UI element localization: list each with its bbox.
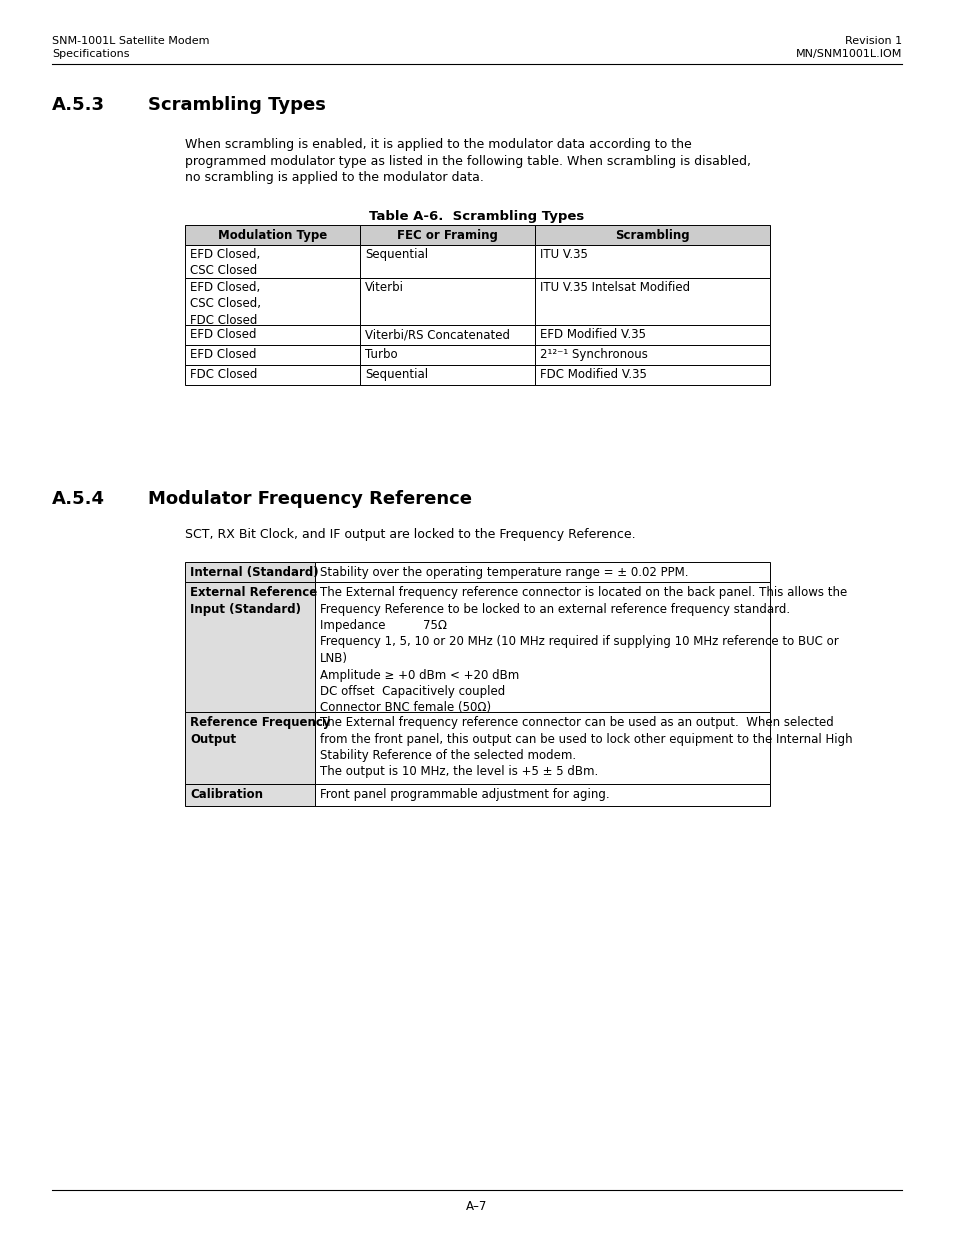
Text: External Reference
Input (Standard): External Reference Input (Standard) [190, 585, 317, 615]
Text: Viterbi/RS Concatenated: Viterbi/RS Concatenated [365, 329, 510, 341]
Text: Reference Frequency
Output: Reference Frequency Output [190, 716, 330, 746]
Bar [535, 225, 769, 245]
Bar [359, 245, 535, 278]
Text: The External frequency reference connector can be used as an output.  When selec: The External frequency reference connect… [319, 716, 852, 778]
Text: A–7: A–7 [466, 1200, 487, 1213]
Text: Modulator Frequency Reference: Modulator Frequency Reference [148, 490, 472, 508]
Text: EFD Modified V.35: EFD Modified V.35 [539, 329, 645, 341]
Text: The External frequency reference connector is located on the back panel. This al: The External frequency reference connect… [319, 585, 846, 715]
Text: EFD Closed: EFD Closed [190, 329, 256, 341]
Text: Modulation Type: Modulation Type [217, 228, 327, 242]
Text: Calibration: Calibration [190, 788, 263, 802]
Bar [359, 366, 535, 385]
Text: When scrambling is enabled, it is applied to the modulator data according to the: When scrambling is enabled, it is applie… [185, 138, 750, 184]
Bar [359, 278, 535, 325]
Bar [185, 562, 314, 582]
Text: Viterbi: Viterbi [365, 282, 403, 294]
Text: Internal (Standard): Internal (Standard) [190, 566, 318, 579]
Text: Specifications: Specifications [52, 49, 130, 59]
Text: Stability over the operating temperature range = ± 0.02 PPM.: Stability over the operating temperature… [319, 566, 688, 579]
Text: Table A-6.  Scrambling Types: Table A-6. Scrambling Types [369, 210, 584, 224]
Bar [314, 713, 769, 784]
Bar [185, 278, 359, 325]
Text: FDC Closed: FDC Closed [190, 368, 257, 382]
Text: EFD Closed,
CSC Closed: EFD Closed, CSC Closed [190, 248, 260, 278]
Bar [359, 225, 535, 245]
Text: Scrambling: Scrambling [615, 228, 689, 242]
Bar [185, 582, 314, 713]
Text: A.5.3: A.5.3 [52, 96, 105, 114]
Bar [314, 582, 769, 713]
Bar [314, 784, 769, 806]
Bar [535, 345, 769, 366]
Bar [535, 325, 769, 345]
Bar [185, 366, 359, 385]
Bar [535, 366, 769, 385]
Bar [314, 562, 769, 582]
Text: MN/SNM1001L.IOM: MN/SNM1001L.IOM [795, 49, 901, 59]
Text: FEC or Framing: FEC or Framing [396, 228, 497, 242]
Bar [359, 325, 535, 345]
Bar [185, 784, 314, 806]
Text: 2¹²⁻¹ Synchronous: 2¹²⁻¹ Synchronous [539, 348, 647, 361]
Text: Scrambling Types: Scrambling Types [148, 96, 326, 114]
Text: FDC Modified V.35: FDC Modified V.35 [539, 368, 646, 382]
Bar [535, 245, 769, 278]
Text: SCT, RX Bit Clock, and IF output are locked to the Frequency Reference.: SCT, RX Bit Clock, and IF output are loc… [185, 529, 635, 541]
Bar [535, 278, 769, 325]
Text: Sequential: Sequential [365, 248, 428, 261]
Bar [185, 713, 314, 784]
Text: A.5.4: A.5.4 [52, 490, 105, 508]
Text: EFD Closed,
CSC Closed,
FDC Closed: EFD Closed, CSC Closed, FDC Closed [190, 282, 261, 327]
Text: ITU V.35 Intelsat Modified: ITU V.35 Intelsat Modified [539, 282, 689, 294]
Text: Turbo: Turbo [365, 348, 397, 361]
Bar [185, 325, 359, 345]
Bar [185, 245, 359, 278]
Text: SNM-1001L Satellite Modem: SNM-1001L Satellite Modem [52, 36, 210, 46]
Bar [185, 345, 359, 366]
Text: Sequential: Sequential [365, 368, 428, 382]
Bar [359, 345, 535, 366]
Text: Revision 1: Revision 1 [844, 36, 901, 46]
Text: Front panel programmable adjustment for aging.: Front panel programmable adjustment for … [319, 788, 609, 802]
Bar [185, 225, 359, 245]
Text: EFD Closed: EFD Closed [190, 348, 256, 361]
Text: ITU V.35: ITU V.35 [539, 248, 587, 261]
